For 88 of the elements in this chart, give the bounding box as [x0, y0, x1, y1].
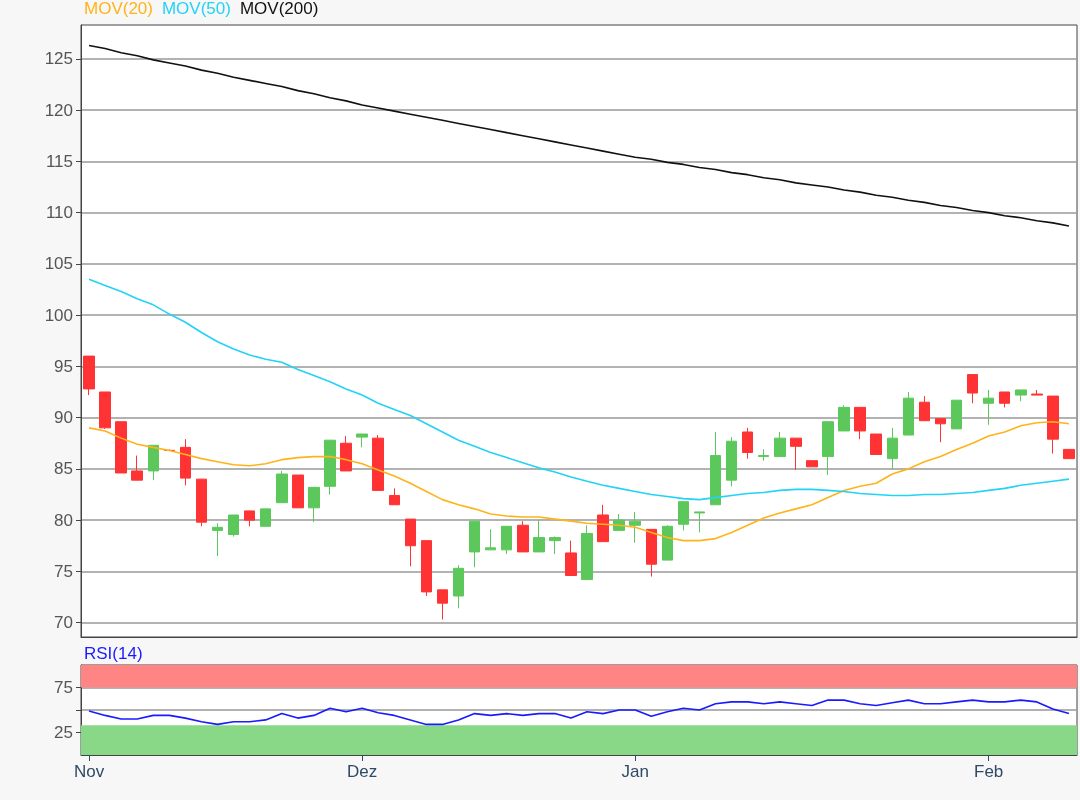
y-tick-label: 80: [54, 510, 73, 530]
y-tick-label: 110: [45, 203, 73, 223]
candlestick: [951, 399, 962, 430]
candlestick: [629, 511, 641, 544]
candlestick: [726, 436, 737, 487]
candlestick: [324, 439, 336, 496]
candlestick: [806, 460, 818, 468]
y-tick-label: 25: [54, 723, 73, 742]
text: MOV(50): [161, 0, 231, 18]
candlestick: [372, 434, 384, 491]
candlestick: [838, 404, 850, 432]
candlestick: [228, 514, 239, 538]
candlestick: [292, 474, 304, 509]
candlestick: [597, 504, 609, 543]
candlestick: [565, 540, 577, 576]
candlestick: [581, 524, 593, 581]
y-tick-label: 115: [45, 151, 73, 171]
candlestick: [999, 391, 1010, 408]
candlestick: [148, 444, 159, 481]
candlestick: [919, 395, 930, 422]
candlestick: [356, 433, 368, 448]
candlestick: [774, 431, 786, 458]
text: RSI(14): [84, 644, 143, 663]
candlestick: [389, 487, 400, 506]
candlestick: [935, 418, 946, 443]
line-series: [88, 699, 1070, 726]
y-tick-label: 105: [44, 254, 73, 274]
candlestick: [967, 374, 978, 404]
candlestick: [501, 525, 512, 555]
x-tick-label: Jan: [621, 762, 649, 781]
y-tick-label: 120: [44, 100, 73, 120]
candlestick: [854, 406, 866, 440]
candlestick: [1031, 389, 1043, 396]
candlestick: [517, 520, 529, 553]
y-tick-label: 70: [54, 613, 73, 633]
candlestick: [421, 540, 432, 597]
candlestick: [694, 511, 705, 533]
candlestick: [870, 433, 882, 456]
x-tick-label: Feb: [974, 762, 1004, 781]
candlestick: [131, 455, 143, 481]
y-tick-label: 95: [54, 356, 73, 376]
candlestick: [260, 508, 271, 527]
candlestick: [903, 391, 914, 436]
candlestick: [244, 510, 255, 527]
candlestick: [485, 528, 496, 551]
candlestick: [790, 437, 802, 471]
text: MOV(20): [84, 0, 153, 18]
y-tick-label: 125: [44, 49, 73, 69]
candlestick: [1063, 448, 1075, 460]
line-series: [88, 278, 1070, 501]
y-tick-label: 100: [44, 305, 73, 325]
candlestick: [212, 522, 223, 557]
candlestick: [822, 421, 834, 476]
text: MOV(200): [239, 0, 319, 18]
x-tick-label: Dez: [347, 762, 378, 781]
candlestick: [646, 528, 657, 578]
y-tick-label: 90: [54, 408, 73, 428]
candlestick: [99, 391, 111, 430]
candlestick: [83, 355, 95, 396]
candlestick: [678, 501, 689, 531]
candlestick: [453, 564, 464, 609]
x-tick-label: Nov: [73, 762, 105, 781]
candlestick: [469, 520, 480, 568]
candlestick: [533, 519, 545, 553]
candlestick: [662, 524, 673, 561]
y-tick-label: 85: [54, 459, 73, 479]
candlestick: [308, 486, 320, 523]
candlestick: [983, 389, 994, 426]
candlestick: [276, 470, 288, 504]
candlestick: [887, 427, 898, 470]
candlestick: [164, 448, 175, 451]
candlestick: [1047, 395, 1059, 454]
candlestick: [1015, 389, 1027, 402]
candlestick: [437, 589, 448, 621]
candlestick: [196, 478, 207, 527]
candlestick: [758, 448, 769, 462]
candlestick: [549, 536, 561, 555]
candlestick: [710, 431, 721, 506]
candlestick: [405, 518, 416, 567]
y-tick-label: 75: [54, 678, 73, 697]
candlestick: [340, 435, 352, 472]
candlestick: [180, 438, 191, 486]
line-series: [88, 44, 1070, 227]
candlestick: [613, 513, 625, 531]
candlestick: [115, 421, 127, 474]
line-series: [88, 420, 1070, 542]
y-tick-label: 75: [54, 561, 73, 581]
candlestick: [742, 427, 753, 460]
